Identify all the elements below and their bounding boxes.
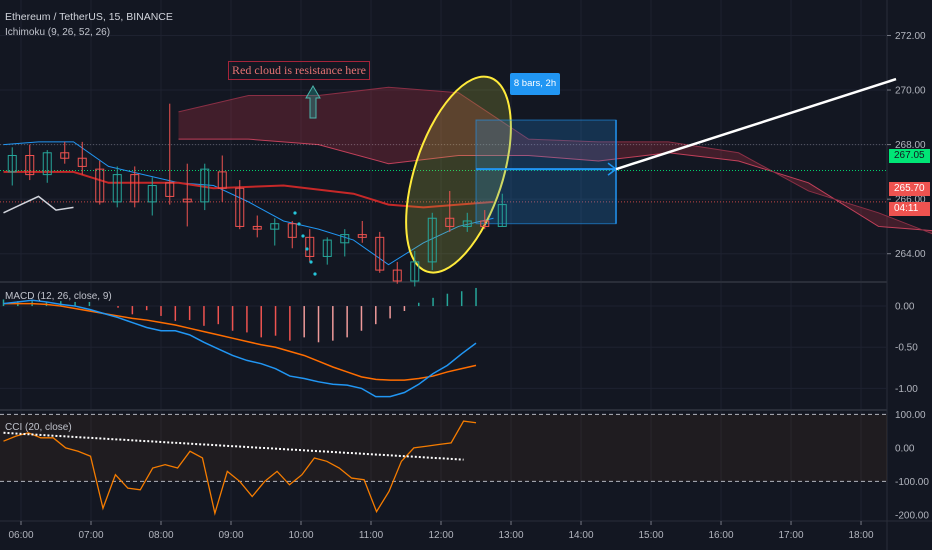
macd-line bbox=[3, 299, 477, 398]
bar-countdown-badge: 04:11 bbox=[889, 202, 930, 216]
candle-body bbox=[200, 168, 210, 203]
candle-body bbox=[305, 236, 315, 257]
candle-body bbox=[480, 220, 490, 227]
chikou-dot bbox=[305, 247, 309, 251]
candle-body bbox=[375, 236, 385, 271]
time-axis-label: 09:00 bbox=[218, 530, 243, 541]
time-axis-label: 14:00 bbox=[569, 530, 594, 541]
cci-legend: CCI (20, close) bbox=[5, 422, 72, 433]
candle-body bbox=[270, 223, 280, 230]
trend-projection-line bbox=[615, 77, 897, 171]
chikou-dot bbox=[309, 260, 313, 264]
time-axis-label: 11:00 bbox=[359, 530, 384, 541]
candle-body bbox=[410, 261, 420, 282]
price-axis-label: 268.00 bbox=[895, 140, 926, 151]
ichimoku-legend: Ichimoku (9, 26, 52, 26) bbox=[5, 27, 111, 38]
candle-body bbox=[112, 174, 122, 203]
resistance-note: Red cloud is resistance here bbox=[228, 61, 370, 80]
candle-body bbox=[392, 269, 402, 282]
candle-body bbox=[95, 168, 105, 203]
price-axis-label: 272.00 bbox=[895, 31, 926, 42]
chikou-dot bbox=[297, 222, 301, 226]
cloud-span-a bbox=[178, 138, 932, 232]
symbol-title: Ethereum / TetherUS, 15, BINANCE bbox=[5, 11, 173, 23]
candle-body bbox=[287, 223, 297, 238]
macd-signal-line bbox=[3, 302, 477, 381]
green-price-badge: 267.05 bbox=[889, 149, 930, 163]
cci-axis-label: 0.00 bbox=[895, 443, 915, 454]
price-axis-label: 266.00 bbox=[895, 195, 926, 206]
candle-body bbox=[42, 152, 52, 176]
time-axis-label: 12:00 bbox=[428, 530, 453, 541]
time-axis-label: 08:00 bbox=[148, 530, 173, 541]
ichimoku-cloud bbox=[178, 87, 932, 234]
candle-body bbox=[357, 234, 367, 238]
candle-body bbox=[165, 182, 175, 197]
tenkan-sen bbox=[3, 141, 494, 266]
cci-axis-label: 100.00 bbox=[895, 410, 926, 421]
candle-body bbox=[340, 234, 350, 244]
candle-body bbox=[60, 152, 70, 159]
candle-body bbox=[235, 187, 245, 227]
time-axis-label: 10:00 bbox=[288, 530, 313, 541]
macd-legend: MACD (12, 26, close, 9) bbox=[5, 291, 112, 302]
up-arrow-icon bbox=[305, 85, 321, 119]
time-axis-label: 15:00 bbox=[639, 530, 664, 541]
chikou-span bbox=[3, 195, 74, 214]
candle-body bbox=[252, 225, 262, 230]
time-axis-label: 06:00 bbox=[8, 530, 33, 541]
candle-body bbox=[130, 174, 140, 203]
candle-body bbox=[7, 155, 17, 173]
candle-body bbox=[217, 171, 227, 189]
red-price-badge: 265.70 bbox=[889, 182, 930, 196]
price-axis-label: 270.00 bbox=[895, 86, 926, 97]
candle-body bbox=[322, 239, 332, 257]
cci-trend-line bbox=[3, 431, 464, 461]
candle-body bbox=[497, 204, 507, 227]
candle-body bbox=[77, 157, 87, 167]
chikou-dot bbox=[301, 234, 305, 238]
chikou-dot bbox=[293, 211, 297, 215]
candle-body bbox=[427, 217, 437, 263]
time-axis-label: 13:00 bbox=[498, 530, 523, 541]
time-axis-label: 18:00 bbox=[849, 530, 874, 541]
macd-axis-label: -1.00 bbox=[895, 384, 918, 395]
cci-axis-label: -100.00 bbox=[895, 477, 929, 488]
projection-badge: 8 bars, 2h bbox=[510, 73, 560, 95]
candle-body bbox=[182, 198, 192, 203]
price-axis-label: 264.00 bbox=[895, 249, 926, 260]
time-axis-label: 16:00 bbox=[709, 530, 734, 541]
cci-band-fill bbox=[0, 414, 887, 482]
candle-body bbox=[25, 155, 35, 176]
cci-axis-label: -200.00 bbox=[895, 510, 929, 521]
chikou-dot bbox=[313, 272, 317, 276]
macd-axis-label: 0.00 bbox=[895, 302, 915, 313]
time-axis-label: 17:00 bbox=[779, 530, 804, 541]
candle-body bbox=[147, 185, 157, 203]
cci-line bbox=[3, 420, 477, 516]
projection-range-box bbox=[475, 119, 617, 225]
macd-axis-label: -0.50 bbox=[895, 343, 918, 354]
candle-body bbox=[445, 217, 455, 227]
candle-body bbox=[462, 220, 472, 227]
time-axis-label: 07:00 bbox=[78, 530, 103, 541]
